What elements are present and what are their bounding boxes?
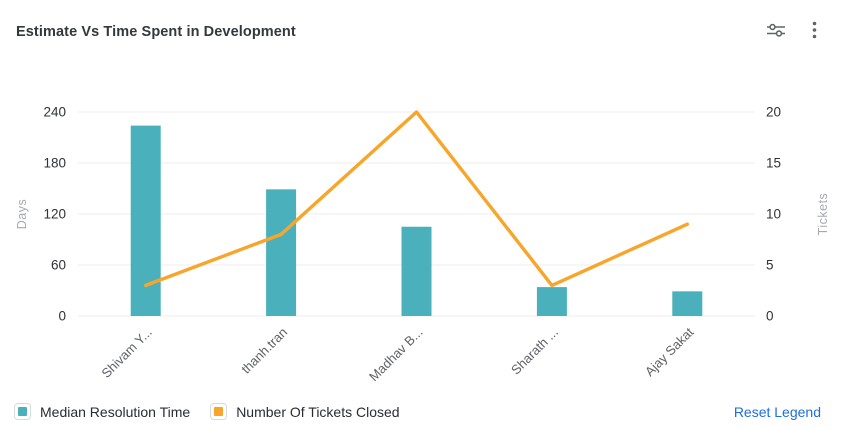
legend-item-median-resolution-time[interactable]: Median Resolution Time: [14, 403, 190, 420]
legend-items: Median Resolution Time Number Of Tickets…: [14, 403, 400, 420]
category-label: Shivam Y...: [99, 325, 155, 381]
legend-label: Number Of Tickets Closed: [236, 403, 400, 420]
bar[interactable]: [672, 291, 703, 316]
chart-settings-button[interactable]: [764, 20, 788, 43]
left-axis-tick-label: 60: [51, 258, 66, 273]
axis-name-labels: Days Tickets: [15, 193, 830, 236]
widget-title: Estimate Vs Time Spent in Development: [16, 23, 296, 40]
legend-item-number-of-tickets-closed[interactable]: Number Of Tickets Closed: [210, 403, 400, 420]
left-axis-tick-label: 120: [43, 207, 66, 222]
more-options-button[interactable]: [810, 18, 819, 45]
line-series-number-of-tickets-closed: [143, 110, 689, 288]
x-axis-category-labels: Shivam Y... thanh.tran Madhav B... Sharath …: [99, 324, 697, 384]
right-axis-tick-label: 20: [766, 105, 781, 120]
bar[interactable]: [401, 226, 432, 316]
bar-series-median-resolution-time: [130, 125, 703, 316]
left-axis-tick-label: 180: [43, 156, 66, 171]
reset-legend-link[interactable]: Reset Legend: [733, 403, 821, 420]
widget-header: Estimate Vs Time Spent in Development: [0, 0, 841, 45]
line-path[interactable]: [143, 110, 689, 288]
sliders-icon: [766, 22, 786, 41]
teal-swatch-chip: [18, 407, 27, 416]
category-label: Sharath ...: [508, 325, 561, 378]
left-axis-name: Days: [15, 199, 29, 229]
left-axis-tick-label: 0: [58, 309, 66, 324]
legend-swatch: [14, 403, 31, 420]
legend-swatch: [210, 403, 228, 420]
right-axis-name: Tickets: [816, 193, 830, 236]
right-axis-tick-labels: 0 5 10 15 20: [766, 105, 781, 324]
header-actions: [764, 18, 825, 45]
category-label: thanh.tran: [238, 325, 290, 377]
kebab-menu-icon: [812, 20, 817, 43]
legend-label: Median Resolution Time: [40, 403, 191, 420]
bar[interactable]: [130, 125, 161, 316]
combo-chart: 0 60 120 180 240 0 5 10 15 20 Days Tickets Shivam…: [15, 105, 830, 385]
left-axis-tick-label: 240: [43, 105, 66, 120]
right-axis-tick-label: 5: [766, 258, 774, 273]
bar[interactable]: [266, 189, 297, 316]
category-label: Ajay Sakat: [642, 324, 697, 379]
bar[interactable]: [536, 287, 567, 316]
right-axis-tick-label: 10: [766, 207, 781, 222]
orange-swatch-chip: [214, 407, 224, 416]
right-axis-tick-label: 15: [766, 156, 781, 171]
right-axis-tick-label: 0: [766, 309, 774, 324]
legend-bar: Median Resolution Time Number Of Tickets…: [14, 403, 821, 420]
left-axis-tick-labels: 0 60 120 180 240: [43, 105, 66, 324]
category-label: Madhav B...: [366, 325, 426, 385]
